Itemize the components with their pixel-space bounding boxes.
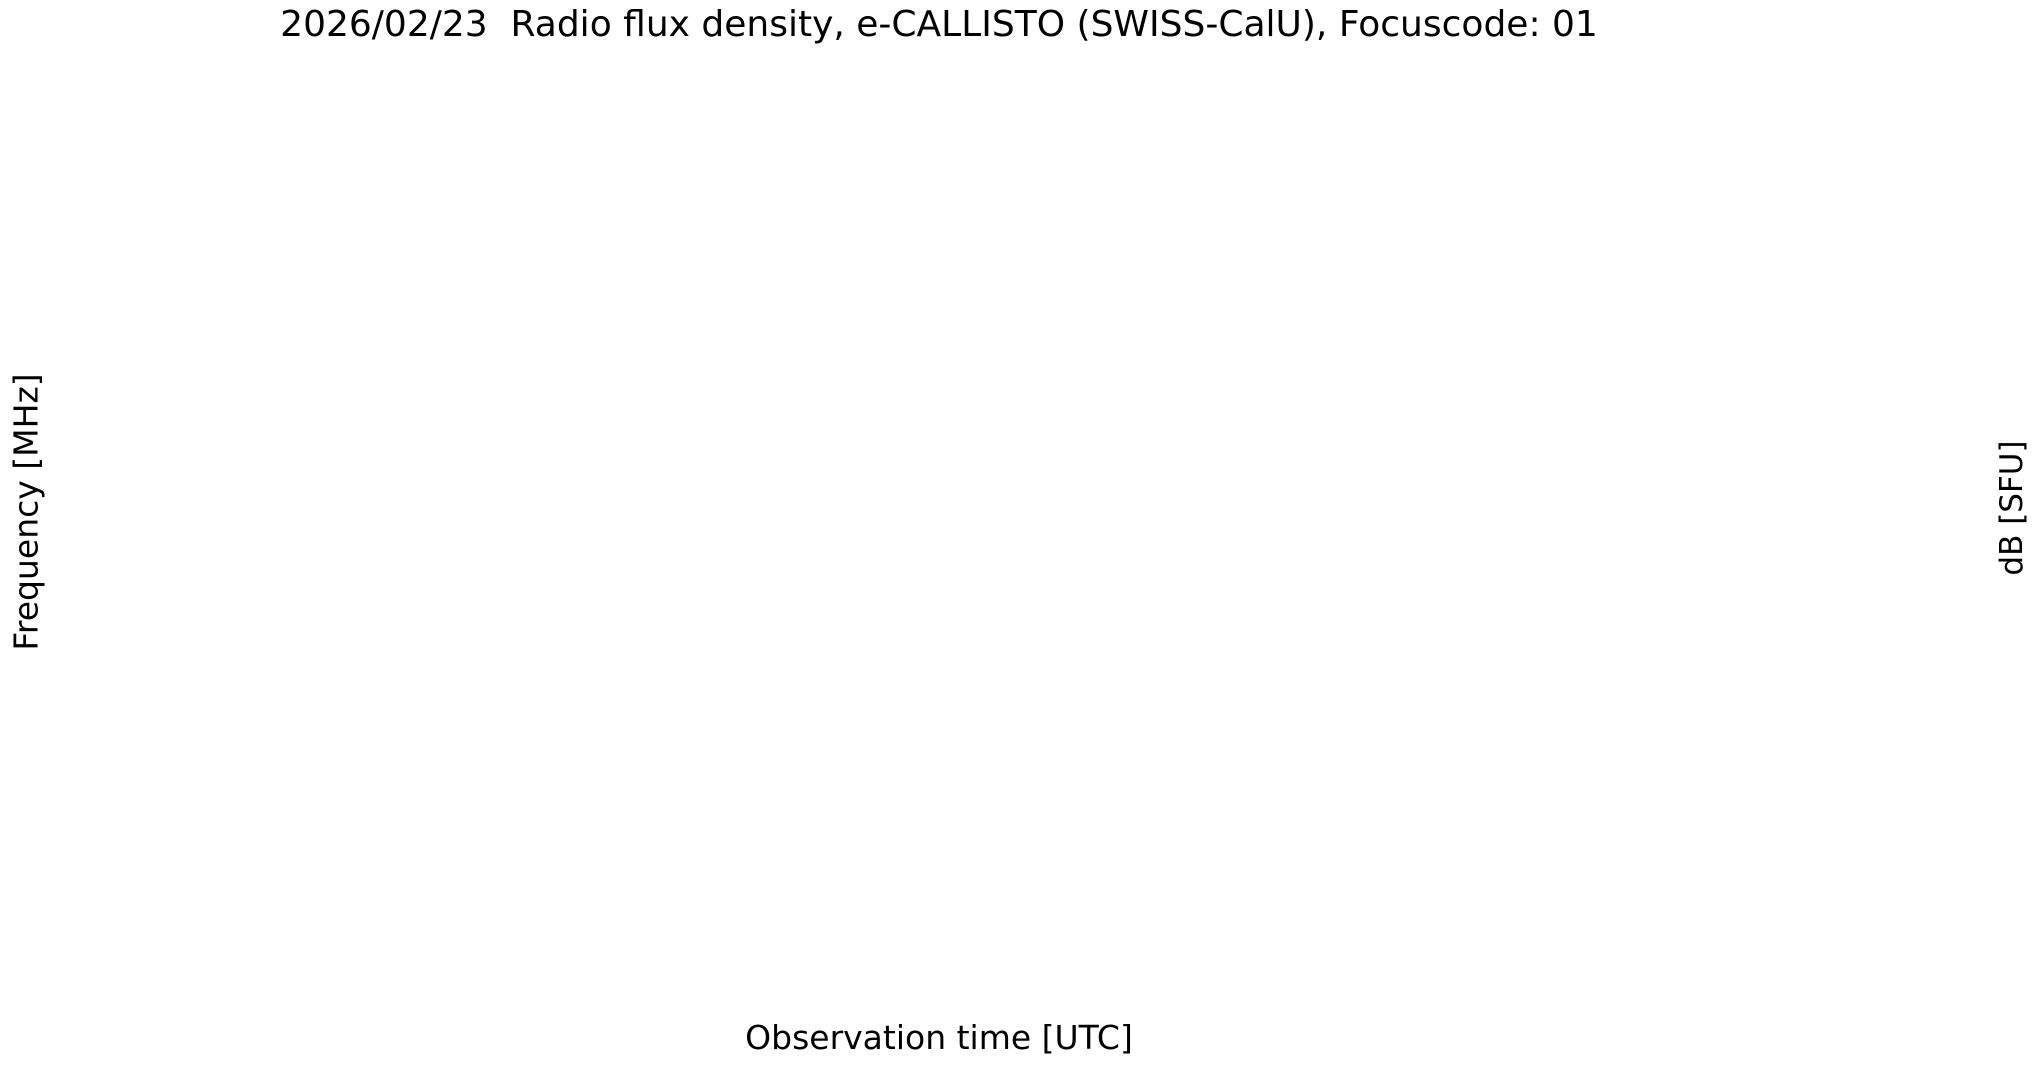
plot-title: 2026/02/23 Radio flux density, e-CALLIST…	[280, 4, 1598, 45]
colorbar-label: dB [SFU]	[1994, 440, 2030, 576]
spectrogram-heatmap	[101, 48, 1777, 977]
y-axis-label: Frequency [MHz]	[6, 373, 46, 651]
colorbar-gradient	[1915, 28, 1960, 988]
x-axis-label: Observation time [UTC]	[745, 1018, 1133, 1057]
